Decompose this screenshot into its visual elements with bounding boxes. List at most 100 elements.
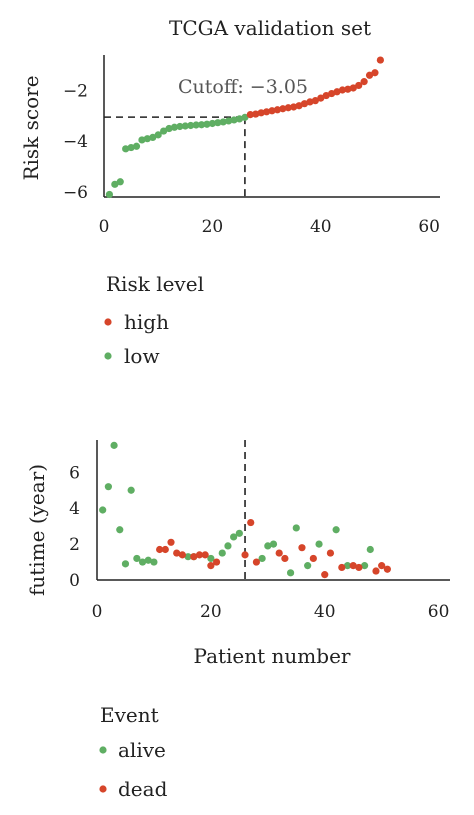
futime-point-alive (360, 562, 369, 570)
futime-point-dead (190, 553, 198, 561)
legend-alive-marker (99, 746, 107, 754)
futime-point-dead (207, 562, 215, 570)
risk-point-high (322, 91, 330, 100)
risk-point-low (225, 117, 233, 125)
risk-point-high (295, 102, 303, 110)
legend-alive-label: alive (118, 738, 166, 762)
risk-point-high (333, 88, 341, 96)
risk-point-low (154, 131, 162, 139)
futime-point-dead (212, 558, 221, 566)
risk-point-low (181, 122, 189, 130)
futime-point-dead (326, 549, 335, 557)
risk-point-high (355, 81, 363, 90)
risk-point-low (127, 143, 135, 152)
futime-point-dead (281, 554, 289, 563)
futime-point-alive (127, 486, 135, 494)
risk-point-high (344, 85, 352, 93)
risk-point-low (214, 119, 222, 127)
futime-point-dead (298, 544, 306, 552)
risk-point-high (290, 103, 298, 111)
futime-point-alive (258, 554, 266, 563)
legend-dead-marker (99, 785, 107, 793)
futime-point-alive (207, 554, 215, 563)
futime-point-dead (275, 549, 283, 557)
futime-point-alive (224, 542, 232, 550)
futime-point-dead (156, 545, 164, 554)
futime-point-dead (178, 551, 187, 559)
risk-x-tick-label: 60 (418, 217, 440, 237)
risk-point-high (338, 86, 347, 94)
futime-point-alive (116, 526, 124, 534)
risk-point-low (160, 127, 168, 135)
futime-point-alive (99, 506, 107, 514)
event-legend: Event alive dead (99, 703, 168, 801)
risk-point-high (300, 100, 309, 108)
futime-x-tick-label: 60 (428, 602, 450, 622)
futime-point-dead (378, 562, 386, 570)
risk-point-low (132, 142, 141, 150)
futime-point-dead (321, 571, 329, 579)
futime-point-alive (264, 542, 272, 550)
risk-point-low (203, 120, 211, 128)
futime-point-alive (133, 554, 141, 563)
futime-point-dead (349, 562, 357, 570)
futime-point-dead (161, 545, 169, 554)
risk-x-tick-label: 0 (99, 217, 110, 237)
legend-high-label: high (124, 310, 169, 334)
futime-point-dead (355, 563, 363, 572)
risk-x-tick-label: 20 (202, 217, 224, 237)
futime-ticks: 0 20 40 60 0 2 4 6 (69, 463, 449, 622)
risk-x-tick-label: 40 (310, 217, 332, 237)
risk-point-high (317, 94, 325, 102)
futime-point-alive (304, 562, 312, 570)
risk-point-high (246, 110, 254, 119)
legend-low-marker (104, 352, 112, 360)
risk-point-high (376, 56, 384, 64)
futime-point-dead (247, 518, 255, 527)
futime-point-alive (366, 545, 374, 554)
risk-points (105, 56, 384, 199)
risk-point-high (311, 97, 319, 105)
futime-point-alive (269, 540, 278, 548)
risk-point-low (241, 113, 249, 121)
futime-point-alive (150, 558, 158, 566)
risk-point-low (122, 145, 130, 153)
risk-y-axis-label: Risk score (19, 75, 43, 180)
futime-point-dead (201, 551, 209, 559)
futime-point-alive (144, 556, 152, 564)
futime-x-tick-label: 40 (314, 602, 336, 622)
risk-point-low (111, 180, 119, 188)
risk-point-high (360, 78, 368, 86)
risk-point-high (306, 98, 314, 106)
futime-point-dead (241, 551, 249, 559)
futime-y-tick-label: 0 (69, 571, 80, 591)
risk-point-low (208, 119, 216, 128)
risk-point-high (365, 71, 374, 79)
risk-y-tick-label: −2 (63, 82, 88, 102)
futime-point-alive (235, 529, 243, 537)
risk-point-low (235, 115, 244, 123)
legend-dead-label: dead (118, 777, 168, 801)
futime-point-dead (252, 558, 261, 566)
risk-legend: Risk level high low (104, 272, 204, 368)
risk-point-low (143, 135, 151, 143)
futime-x-tick-label: 20 (200, 602, 222, 622)
event-legend-title: Event (100, 703, 159, 727)
risk-point-low (165, 124, 173, 133)
futime-point-alive (138, 558, 147, 566)
futime-point-dead (338, 563, 346, 572)
futime-y-axis-label: futime (year) (25, 464, 49, 596)
futime-y-tick-label: 6 (69, 463, 80, 483)
risk-point-low (197, 121, 206, 129)
risk-point-low (192, 121, 200, 129)
risk-point-high (284, 104, 292, 112)
risk-chart-title: TCGA validation set (169, 16, 371, 40)
risk-point-low (176, 122, 184, 131)
futime-point-alive (104, 483, 112, 491)
risk-point-low (105, 190, 114, 199)
risk-point-low (138, 136, 146, 144)
futime-panel: futime (year) Patient number 0 20 40 60 0 2 4 6 (25, 440, 450, 668)
risk-point-high (349, 84, 357, 92)
risk-point-high (252, 110, 260, 118)
